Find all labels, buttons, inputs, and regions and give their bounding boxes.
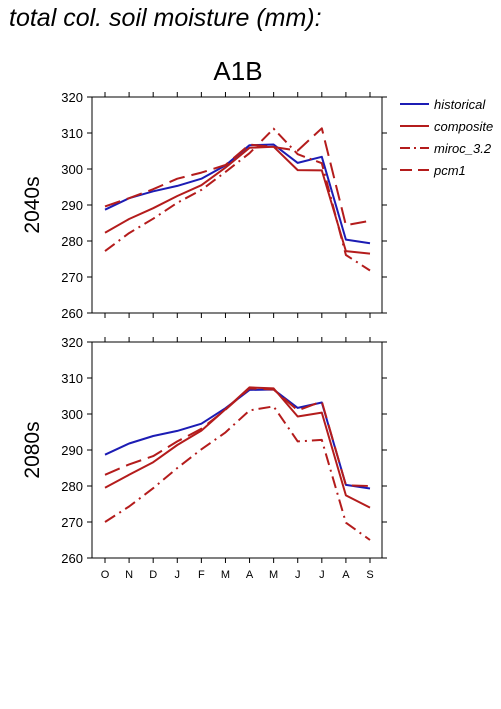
series-line-pcm1 (104, 127, 371, 227)
plot-frame (91, 96, 383, 314)
y-tick-label: 320 (61, 335, 83, 350)
x-tick-label: A (342, 569, 350, 581)
panel-label: 2080s (21, 421, 44, 478)
panel-2080s: 260 270 280 290 300 310 320 O N D J F M A M J J A S 2080s (21, 335, 387, 581)
y-tick-label: 270 (61, 270, 83, 285)
x-tick-label: M (221, 569, 230, 581)
series-line-historical (104, 143, 371, 245)
legend-item-historical: historical (400, 97, 486, 112)
x-tick-label: J (175, 569, 181, 581)
x-tick-label: F (198, 569, 205, 581)
y-tick-label: 310 (61, 126, 83, 141)
x-tick-label: N (125, 569, 133, 581)
chart-panels: 260 270 280 290 300 310 320 2040s 260 270 280 290 30… (21, 90, 387, 581)
y-tick-label: 310 (61, 371, 83, 386)
plot-frame (91, 341, 383, 559)
scenario-title: A1B (213, 56, 262, 86)
x-tick-label: J (319, 569, 325, 581)
legend-label: pcm1 (433, 163, 466, 178)
x-tick-label: O (101, 569, 110, 581)
legend-label: miroc_3.2 (434, 141, 492, 156)
y-tick-label: 300 (61, 407, 83, 422)
y-tick-label: 280 (61, 479, 83, 494)
y-tick-label: 270 (61, 515, 83, 530)
legend-item-miroc-3-2: miroc_3.2 (400, 141, 492, 156)
y-tick-label: 290 (61, 443, 83, 458)
page-title: total col. soil moisture (mm): (9, 4, 322, 32)
series-line-composite (104, 145, 371, 255)
panel-label: 2040s (21, 176, 44, 233)
series-line-miroc-3-2 (104, 127, 371, 272)
y-tick-label: 320 (61, 90, 83, 105)
x-tick-label: M (269, 569, 278, 581)
x-tick-label: D (149, 569, 157, 581)
panel-2040s: 260 270 280 290 300 310 320 2040s (21, 90, 387, 321)
legend-item-composite: composite (400, 119, 493, 134)
y-tick-label: 300 (61, 162, 83, 177)
x-tick-label: A (246, 569, 254, 581)
legend: historical composite miroc_3.2 pcm1 (400, 97, 493, 178)
legend-label: composite (434, 119, 493, 134)
y-tick-label: 280 (61, 234, 83, 249)
x-tick-label: J (295, 569, 301, 581)
y-tick-label: 260 (61, 306, 83, 321)
y-tick-label: 290 (61, 198, 83, 213)
y-tick-label: 260 (61, 551, 83, 566)
series-line-miroc-3-2 (104, 405, 371, 541)
legend-item-pcm1: pcm1 (400, 163, 466, 178)
series-line-pcm1 (104, 387, 371, 487)
series-line-composite (104, 386, 371, 509)
x-tick-label: S (366, 569, 373, 581)
legend-label: historical (434, 97, 486, 112)
